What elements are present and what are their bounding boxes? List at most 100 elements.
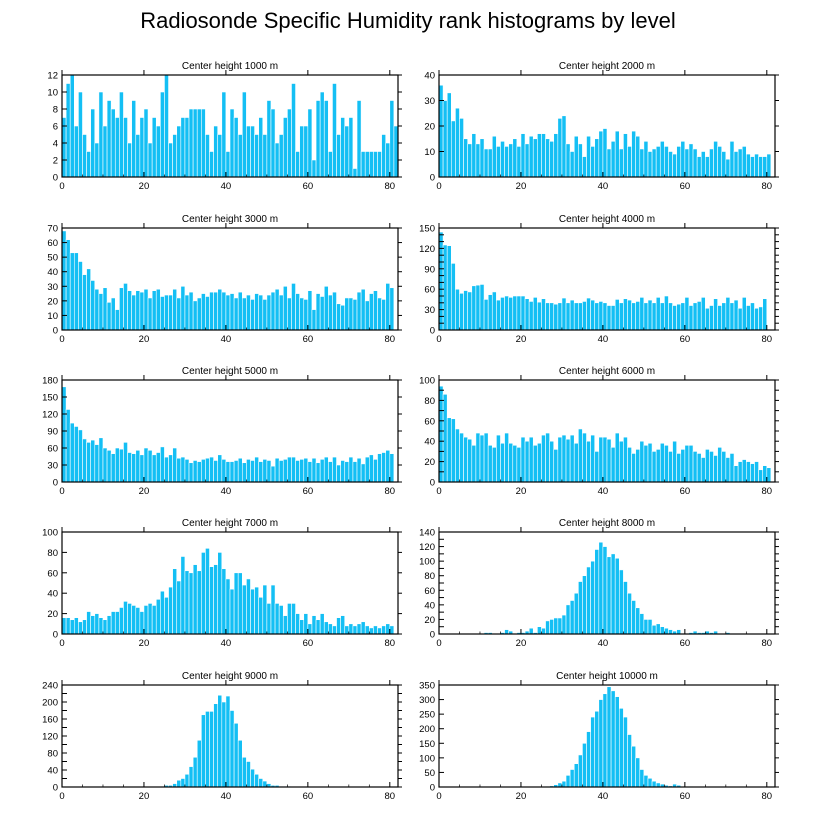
x-tick-label: 40 (598, 334, 609, 345)
bar (528, 301, 534, 331)
bar (348, 297, 354, 331)
bar (369, 454, 374, 483)
bar (266, 603, 272, 635)
bar (217, 288, 223, 331)
bar (262, 780, 268, 788)
y-tick-label: 40 (47, 766, 58, 777)
bar (241, 756, 247, 788)
bar (614, 130, 620, 178)
bar (336, 617, 341, 635)
bar (155, 125, 161, 178)
bar (491, 447, 497, 483)
bar (201, 714, 206, 788)
x-tick-label: 80 (385, 638, 396, 649)
bar (258, 461, 264, 483)
bar (635, 607, 641, 635)
bar (573, 592, 579, 635)
bar (319, 459, 325, 483)
bar (213, 564, 219, 635)
bar (733, 299, 739, 331)
bar (487, 294, 493, 331)
bar (573, 302, 579, 331)
bar (303, 125, 309, 178)
bar (537, 133, 542, 178)
bar (684, 148, 690, 178)
bar (94, 613, 100, 635)
y-tick-label: 20 (424, 615, 435, 626)
bar (287, 603, 292, 635)
bar (258, 596, 264, 635)
bar (110, 453, 116, 483)
bar (463, 436, 468, 483)
bar (332, 456, 337, 483)
bar (270, 584, 276, 635)
bar (254, 134, 259, 178)
bar (291, 603, 296, 635)
y-tick-label: 300 (419, 695, 435, 706)
x-tick-label: 0 (59, 638, 64, 649)
bar (69, 422, 75, 483)
bar (639, 297, 645, 331)
x-tick-label: 40 (221, 334, 232, 345)
panel-2: Center height 2000 m 0 20 40 60 80 0 10 20 30 40 (424, 61, 779, 192)
bar (631, 302, 636, 331)
bar (270, 465, 276, 483)
bar (655, 297, 661, 331)
bar (348, 623, 354, 635)
y-tick-label: 60 (424, 416, 435, 427)
bar (323, 100, 329, 178)
bar (438, 231, 444, 331)
y-tick-label: 2 (53, 156, 58, 167)
bar (180, 778, 186, 788)
bar (762, 465, 768, 483)
bar (565, 302, 571, 331)
bar (369, 151, 374, 178)
bar (672, 305, 677, 331)
y-tick-label: 30 (424, 96, 435, 107)
bar (516, 447, 522, 483)
bar (278, 134, 284, 178)
bar (746, 305, 751, 331)
bar (500, 141, 505, 178)
bar (627, 592, 632, 635)
bar (450, 418, 456, 483)
bar (578, 754, 583, 788)
bar (303, 457, 309, 483)
bar (176, 125, 182, 178)
bar (524, 440, 530, 483)
panel-title: Center height 2000 m (559, 61, 655, 72)
bar (446, 245, 452, 331)
panel-7: Center height 7000 m 0 20 40 60 80 0 20 40 60 80 10… (42, 518, 402, 649)
bar (192, 108, 198, 178)
bar (336, 134, 341, 178)
bar (377, 627, 382, 635)
bar (582, 432, 587, 483)
bar (241, 297, 247, 331)
bar (295, 293, 300, 331)
bar (651, 302, 657, 331)
bar (614, 696, 620, 788)
y-tick-label: 120 (42, 732, 58, 743)
bar (725, 158, 731, 178)
bar (311, 309, 317, 331)
bar (676, 629, 682, 635)
bar (225, 578, 231, 635)
bar (696, 301, 702, 331)
bar (651, 148, 657, 178)
y-tick-label: 250 (419, 710, 435, 721)
bar (721, 151, 727, 178)
bar (205, 548, 210, 635)
bar (209, 456, 214, 483)
bar (282, 615, 288, 635)
bar (209, 291, 214, 331)
bar (168, 586, 173, 635)
bar (65, 617, 71, 635)
bar (516, 295, 522, 331)
bar (184, 459, 190, 483)
bar (672, 440, 677, 483)
bar (254, 586, 259, 635)
bar (627, 146, 632, 178)
bar (614, 299, 620, 331)
bar (73, 252, 79, 331)
bar (250, 299, 255, 331)
